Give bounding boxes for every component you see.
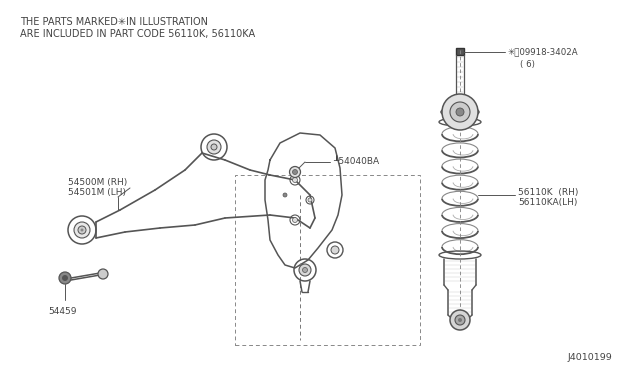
Circle shape bbox=[283, 193, 287, 197]
Circle shape bbox=[289, 167, 301, 177]
Circle shape bbox=[442, 94, 478, 130]
Circle shape bbox=[455, 315, 465, 325]
Text: J4010199: J4010199 bbox=[568, 353, 612, 362]
Bar bbox=[235, 175, 420, 345]
Text: ARE INCLUDED IN PART CODE 56110K, 56110KA: ARE INCLUDED IN PART CODE 56110K, 56110K… bbox=[20, 29, 255, 39]
Circle shape bbox=[456, 108, 464, 116]
Circle shape bbox=[292, 218, 298, 222]
Circle shape bbox=[98, 269, 108, 279]
Text: ( 6): ( 6) bbox=[520, 60, 535, 68]
Circle shape bbox=[81, 228, 83, 231]
Circle shape bbox=[74, 222, 90, 238]
Circle shape bbox=[331, 246, 339, 254]
Circle shape bbox=[299, 264, 311, 276]
Circle shape bbox=[292, 177, 298, 183]
Circle shape bbox=[59, 272, 71, 284]
Circle shape bbox=[308, 198, 312, 202]
Text: 54501M (LH): 54501M (LH) bbox=[68, 189, 126, 198]
Circle shape bbox=[78, 226, 86, 234]
Circle shape bbox=[450, 102, 470, 122]
Circle shape bbox=[62, 275, 68, 281]
Text: ┸54040BA: ┸54040BA bbox=[333, 157, 379, 167]
Circle shape bbox=[450, 310, 470, 330]
Text: 56110KA(LH): 56110KA(LH) bbox=[518, 199, 577, 208]
Circle shape bbox=[292, 170, 298, 174]
Text: 54459: 54459 bbox=[48, 308, 77, 317]
Circle shape bbox=[458, 318, 462, 322]
Text: 56110K  (RH): 56110K (RH) bbox=[518, 187, 579, 196]
Circle shape bbox=[211, 144, 217, 150]
Circle shape bbox=[303, 267, 307, 273]
Bar bbox=[456, 48, 464, 55]
Circle shape bbox=[207, 140, 221, 154]
Text: 54500M (RH): 54500M (RH) bbox=[68, 177, 127, 186]
Text: ✳Ⓣ09918-3402A: ✳Ⓣ09918-3402A bbox=[508, 48, 579, 57]
Text: THE PARTS MARKED✳IN ILLUSTRATION: THE PARTS MARKED✳IN ILLUSTRATION bbox=[20, 17, 208, 27]
